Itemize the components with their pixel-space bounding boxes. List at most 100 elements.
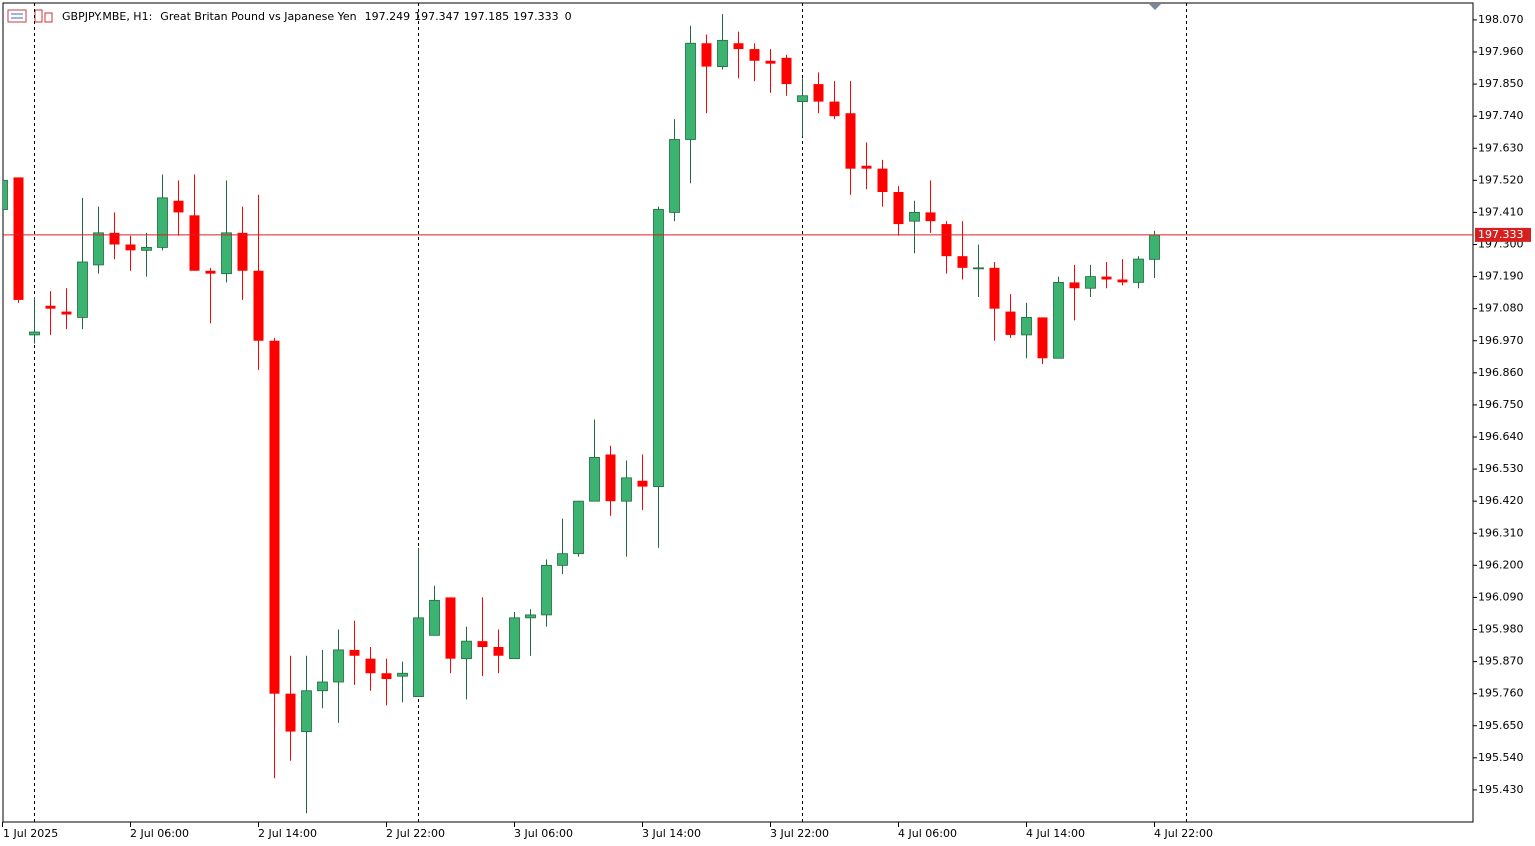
y-tick-label: 195.540: [1478, 751, 1524, 764]
x-tick-label: 2 Jul 14:00: [258, 827, 317, 840]
y-tick-label: 195.650: [1478, 719, 1524, 732]
candle-body: [285, 693, 296, 732]
y-tick-label: 196.310: [1478, 526, 1524, 539]
candle-body: [61, 311, 72, 315]
x-tick-label: 3 Jul 06:00: [514, 827, 573, 840]
x-tick-label: 1 Jul 2025: [3, 827, 58, 840]
header-info: 0: [565, 10, 572, 23]
candle-body: [77, 261, 88, 318]
y-tick-label: 197.960: [1478, 45, 1524, 58]
candle-body: [845, 113, 856, 169]
candle-body: [653, 209, 664, 487]
y-tick-label: 197.850: [1478, 77, 1524, 90]
x-tick-label: 4 Jul 14:00: [1026, 827, 1085, 840]
candle-body: [573, 500, 584, 555]
candle-body: [1053, 282, 1064, 359]
candle-body: [669, 139, 680, 213]
x-tick-label: 2 Jul 22:00: [386, 827, 445, 840]
candle-body: [253, 270, 264, 341]
candle-body: [589, 457, 600, 502]
candle-body: [13, 177, 24, 300]
candle-body: [29, 331, 40, 336]
x-tick-label: 2 Jul 06:00: [130, 827, 189, 840]
candle-body: [45, 305, 56, 309]
candle-body: [1021, 317, 1032, 336]
candle-body: [557, 553, 568, 566]
candle-body: [989, 267, 1000, 309]
candle-body: [237, 232, 248, 271]
candle-body: [3, 179, 8, 210]
candle-body: [189, 215, 200, 271]
candle-body: [941, 224, 952, 257]
candle-body: [445, 597, 456, 659]
x-tick-label: 4 Jul 22:00: [1154, 827, 1213, 840]
candle-body: [957, 256, 968, 268]
y-tick-label: 196.970: [1478, 334, 1524, 347]
candle-body: [877, 168, 888, 192]
y-tick-label: 198.070: [1478, 13, 1524, 26]
y-tick-label: 195.430: [1478, 783, 1524, 796]
chart-header: GBPJPY.MBE, H1: Great Britan Pound vs Jap…: [62, 10, 572, 23]
header-open: 197.249: [365, 10, 411, 23]
candle-body: [93, 232, 104, 266]
price-label-box: [1475, 227, 1531, 242]
y-tick-label: 197.190: [1478, 270, 1524, 283]
candle-body: [381, 673, 392, 680]
candle-body: [349, 649, 360, 656]
candle-body: [477, 641, 488, 647]
candle-body: [221, 232, 232, 275]
candle-body: [269, 340, 280, 694]
candle-body: [973, 267, 984, 270]
candle-body: [317, 681, 328, 692]
candle-body: [157, 197, 168, 248]
x-tick-label: 3 Jul 14:00: [642, 827, 701, 840]
candle-body: [205, 270, 216, 274]
candle-body: [397, 672, 408, 677]
candle-body: [429, 599, 440, 636]
y-tick-label: 197.630: [1478, 141, 1524, 154]
candle-body: [1037, 317, 1048, 359]
candle-body: [173, 200, 184, 213]
candle-body: [413, 617, 424, 697]
candle-body: [685, 42, 696, 140]
candle-body: [813, 84, 824, 102]
candle-body: [509, 617, 520, 660]
candle-body: [605, 454, 616, 502]
description: Great Britan Pound vs Japanese Yen: [160, 10, 356, 23]
candle-body: [637, 480, 648, 487]
header-close: 197.333: [513, 10, 559, 23]
candle-body: [1117, 279, 1128, 283]
y-tick-label: 196.530: [1478, 462, 1524, 475]
candle-body: [541, 564, 552, 616]
candle-body: [749, 49, 760, 61]
candle-body: [621, 477, 632, 502]
candle-body: [1133, 258, 1144, 283]
y-tick-label: 197.410: [1478, 205, 1524, 218]
y-tick-label: 196.200: [1478, 558, 1524, 571]
y-tick-label: 195.870: [1478, 655, 1524, 668]
y-tick-label: 197.080: [1478, 302, 1524, 315]
y-tick-label: 196.640: [1478, 430, 1524, 443]
y-tick-label: 196.090: [1478, 590, 1524, 603]
candle-body: [893, 192, 904, 225]
candle-body: [301, 690, 312, 732]
candle-body: [1149, 234, 1160, 260]
plot-frame: [2, 2, 1474, 823]
candle-body: [1085, 276, 1096, 289]
candle-body: [733, 43, 744, 50]
candle-body: [925, 212, 936, 222]
y-tick-label: 197.520: [1478, 173, 1524, 186]
header-low: 197.185: [464, 10, 510, 23]
candle-body: [109, 232, 120, 245]
candle-body: [1101, 276, 1112, 280]
candle-body: [861, 165, 872, 169]
y-tick-label: 195.980: [1478, 623, 1524, 636]
candle-body: [781, 57, 792, 85]
x-tick-label: 4 Jul 06:00: [898, 827, 957, 840]
candle-body: [365, 658, 376, 674]
candle-body: [333, 649, 344, 683]
plot: [3, 3, 1473, 822]
y-tick-label: 196.750: [1478, 398, 1524, 411]
y-tick-label: 195.760: [1478, 687, 1524, 700]
